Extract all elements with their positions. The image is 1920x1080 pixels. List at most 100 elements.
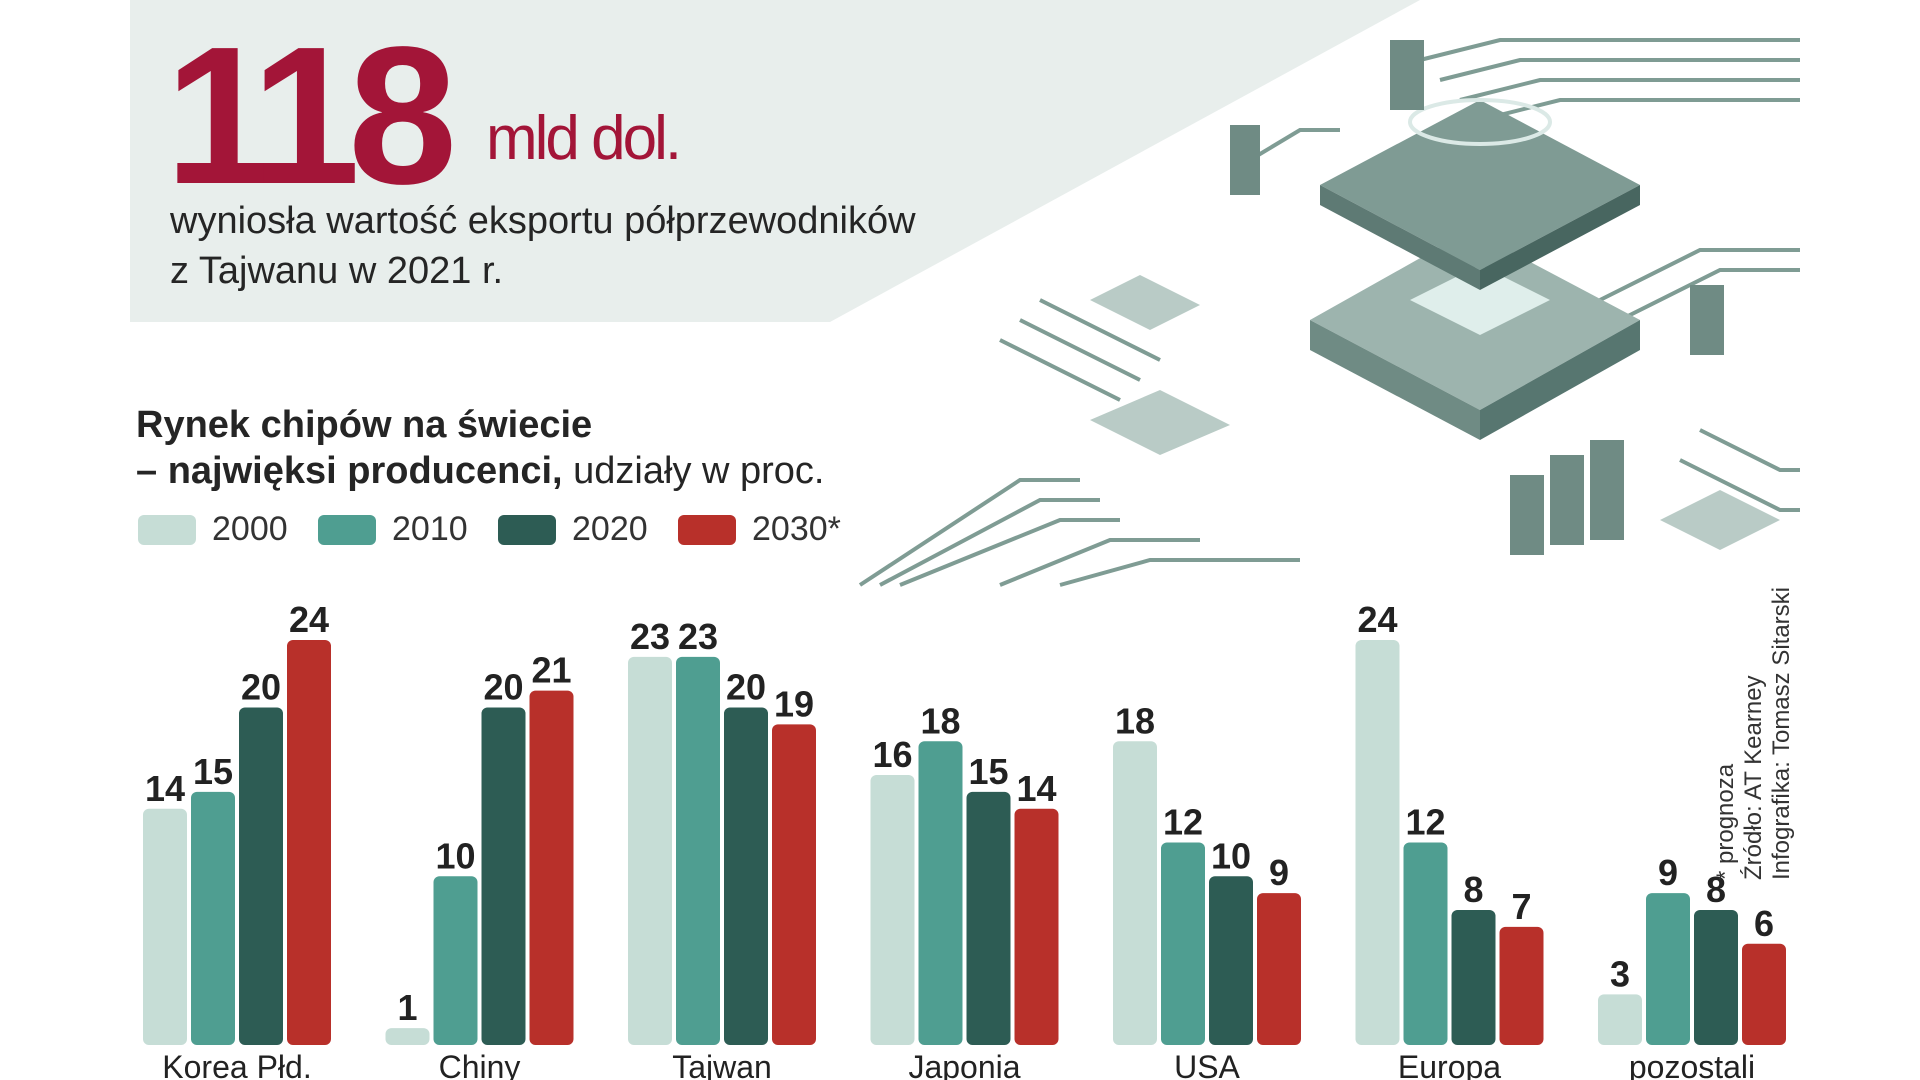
data-label-chiny-2030: 21 — [531, 650, 571, 691]
bar-usa-2020 — [1209, 876, 1253, 1045]
data-label-usa-2030: 9 — [1269, 852, 1289, 893]
headline-description: wyniosła wartość eksportu półprzewodnikó… — [170, 196, 990, 296]
legend-label-2010: 2010 — [392, 510, 468, 548]
legend-item-2000: 2000 — [138, 510, 318, 549]
headline-banner — [130, 0, 1420, 322]
bar-japonia-2030 — [1014, 808, 1059, 1045]
bar-japonia-2010 — [918, 741, 963, 1045]
bar-korea-p-d-2000 — [143, 808, 187, 1045]
legend-label-2030: 2030* — [752, 510, 841, 548]
bar-group-pozostali: 3 9 86 pozostali — [1598, 852, 1786, 1080]
bar-korea-p-d-2020 — [239, 707, 283, 1045]
data-label-korea-p-d-2030: 24 — [289, 599, 329, 640]
bar-europa-2000 — [1355, 640, 1400, 1045]
headline-unit: mld dol. — [486, 104, 682, 173]
bar-pozostali-2000 — [1598, 994, 1642, 1045]
bar-europa-2020 — [1451, 910, 1496, 1045]
bar-tajwan-2030 — [772, 724, 816, 1045]
legend-swatch-2000 — [138, 514, 196, 545]
bar-group-chiny: 1 10 20 21 Chiny — [385, 650, 574, 1080]
bar-chiny-2020 — [481, 707, 526, 1045]
bar-pozostali-2030 — [1742, 943, 1786, 1045]
data-label-tajwan-2010: 23 — [678, 616, 718, 657]
category-label-korea-p-d: Korea Płd. — [162, 1049, 311, 1080]
data-label-tajwan-2030: 19 — [774, 683, 814, 724]
data-label-europa-2020: 8 — [1463, 869, 1483, 910]
data-label-tajwan-2020: 20 — [726, 667, 766, 708]
legend-swatch-2020 — [498, 514, 556, 545]
category-label-europa: Europa — [1398, 1049, 1501, 1080]
category-label-tajwan: Tajwan — [672, 1049, 772, 1080]
chip-package — [1310, 98, 1640, 440]
credits: * prognoza Źródło: AT Kearney Infografik… — [1712, 587, 1796, 880]
legend: 2000 2010 2020 2030* — [138, 510, 858, 549]
category-label-japonia: Japonia — [908, 1049, 1020, 1080]
source-note: Źródło: AT Kearney — [1740, 675, 1767, 880]
data-label-usa-2000: 18 — [1115, 700, 1155, 741]
legend-item-2020: 2020 — [498, 510, 678, 549]
bar-pozostali-2020 — [1694, 910, 1738, 1045]
legend-swatch-2010 — [318, 514, 376, 545]
infographic-credit: Infografika: Tomasz Sitarski — [1768, 586, 1795, 880]
data-label-japonia-2020: 15 — [968, 751, 1008, 792]
bar-europa-2030 — [1499, 926, 1544, 1045]
data-label-usa-2010: 12 — [1163, 802, 1203, 843]
data-label-pozostali-2000: 3 — [1610, 953, 1630, 994]
data-label-europa-2010: 12 — [1405, 802, 1445, 843]
data-label-japonia-2010: 18 — [920, 700, 960, 741]
data-label-korea-p-d-2020: 20 — [241, 667, 281, 708]
data-label-japonia-2030: 14 — [1016, 768, 1056, 809]
data-label-chiny-2010: 10 — [435, 835, 475, 876]
data-label-pozostali-2020: 8 — [1706, 869, 1726, 910]
chart-title-line1: Rynek chipów na świecie — [136, 404, 593, 446]
data-label-usa-2020: 10 — [1211, 835, 1251, 876]
legend-item-2010: 2010 — [318, 510, 498, 549]
category-label-chiny: Chiny — [439, 1049, 521, 1080]
bar-usa-2030 — [1257, 893, 1301, 1045]
circuit-board-illustration — [858, 38, 1800, 587]
bar-usa-2010 — [1161, 842, 1205, 1045]
chart-title-line2-regular: udziały w proc. — [562, 450, 825, 492]
data-label-europa-2030: 7 — [1511, 886, 1531, 927]
footnote-forecast: * prognoza — [1712, 763, 1739, 880]
category-label-usa: USA — [1174, 1049, 1240, 1080]
category-label-pozostali: pozostali — [1629, 1049, 1755, 1080]
bar-chiny-2030 — [529, 690, 574, 1045]
data-label-korea-p-d-2000: 14 — [145, 768, 185, 809]
data-label-korea-p-d-2010: 15 — [193, 751, 233, 792]
chart-title-line2-bold: – najwięksi producenci, — [136, 450, 563, 492]
headline-description-line2: z Tajwanu w 2021 r. — [170, 250, 504, 292]
bar-japonia-2000 — [870, 775, 915, 1045]
bar-group-europa: 24 12 8 7 Europa — [1355, 599, 1544, 1080]
headline-description-line1: wyniosła wartość eksportu półprzewodnikó… — [170, 200, 916, 242]
bar-pozostali-2010 — [1646, 893, 1690, 1045]
data-label-japonia-2000: 16 — [872, 734, 912, 775]
bar-korea-p-d-2010 — [191, 791, 235, 1045]
legend-label-2020: 2020 — [572, 510, 648, 548]
bar-europa-2010 — [1403, 842, 1448, 1045]
bar-korea-p-d-2030 — [287, 640, 331, 1045]
bar-tajwan-2000 — [628, 656, 672, 1045]
data-label-tajwan-2000: 23 — [630, 616, 670, 657]
bar-japonia-2020 — [966, 791, 1011, 1045]
legend-item-2030: 2030* — [678, 510, 858, 549]
data-label-pozostali-2010: 9 — [1658, 852, 1678, 893]
bar-chiny-2010 — [433, 876, 478, 1045]
bar-tajwan-2010 — [676, 656, 720, 1045]
bar-tajwan-2020 — [724, 707, 768, 1045]
legend-label-2000: 2000 — [212, 510, 288, 548]
legend-swatch-2030 — [678, 514, 736, 545]
data-label-chiny-2020: 20 — [483, 667, 523, 708]
chart-title: Rynek chipów na świecie – najwięksi prod… — [136, 402, 824, 494]
data-label-chiny-2000: 1 — [397, 987, 417, 1028]
circuit-components — [1090, 40, 1780, 555]
data-label-europa-2000: 24 — [1357, 599, 1397, 640]
bar-usa-2000 — [1113, 741, 1157, 1045]
bar-chiny-2000 — [385, 1028, 430, 1045]
